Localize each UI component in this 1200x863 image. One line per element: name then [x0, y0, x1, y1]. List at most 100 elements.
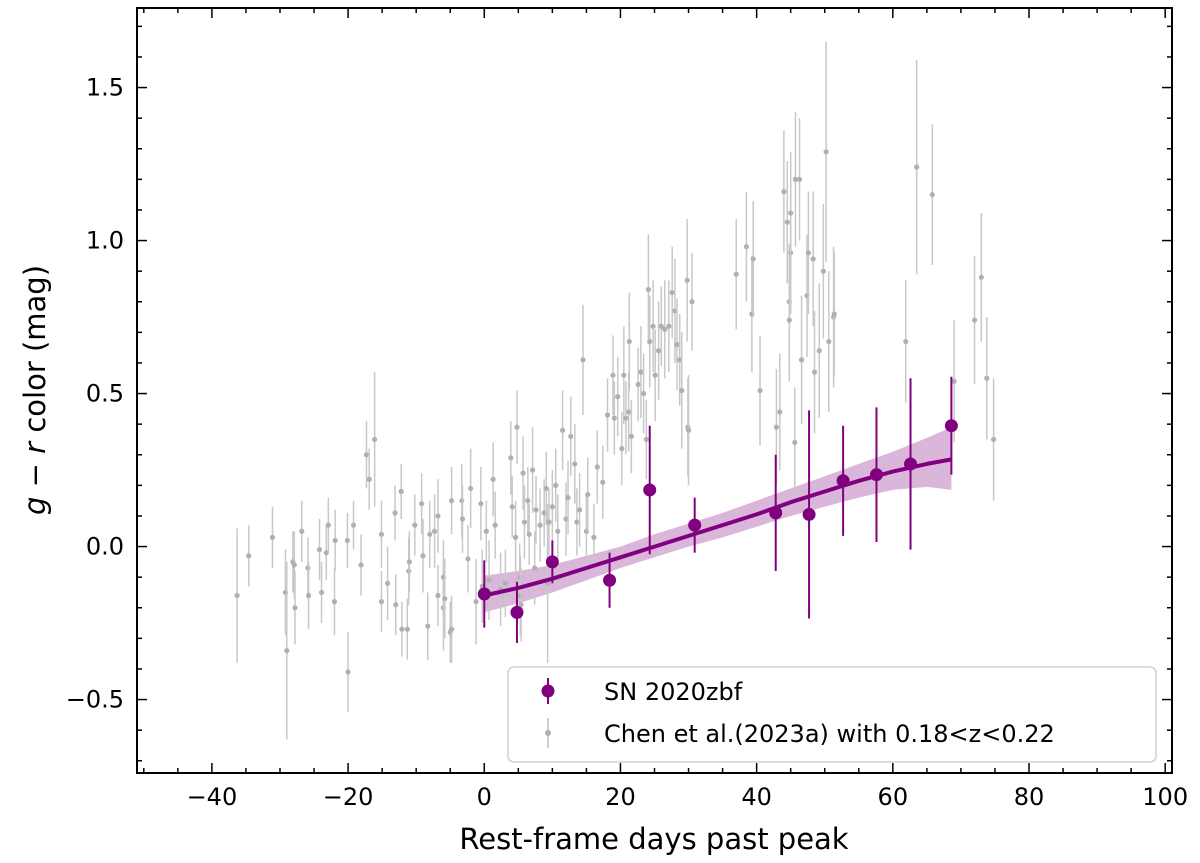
reference-marker	[750, 256, 756, 262]
reference-marker	[685, 427, 692, 433]
reference-marker	[412, 522, 418, 528]
reference-data-point	[777, 353, 783, 471]
reference-data-point	[325, 497, 331, 553]
reference-data-point	[435, 564, 441, 627]
reference-marker	[332, 537, 338, 544]
reference-data-point	[425, 592, 431, 660]
reference-marker	[733, 271, 739, 277]
reference-data-point	[406, 531, 412, 593]
reference-marker	[525, 498, 531, 504]
sn-2020zbf-marker	[836, 474, 850, 488]
reference-marker	[269, 534, 276, 540]
reference-marker	[684, 277, 690, 283]
reference-data-point	[358, 534, 364, 596]
reference-marker	[903, 338, 909, 345]
reference-data-point	[585, 457, 591, 532]
sn-2020zbf-marker	[769, 506, 783, 520]
reference-data-point	[826, 271, 832, 412]
x-tick-label: 20	[605, 783, 636, 811]
reference-marker	[549, 504, 555, 510]
sn-2020zbf-data-point	[802, 410, 816, 619]
sn-2020zbf-data-point	[869, 407, 883, 542]
y-tick-label: −0.5	[66, 686, 124, 714]
reference-marker	[621, 372, 627, 378]
reference-marker	[576, 507, 583, 513]
reference-marker	[655, 348, 662, 354]
reference-data-point	[798, 295, 805, 425]
reference-marker	[406, 559, 412, 565]
reference-data-point	[509, 476, 515, 538]
reference-data-point	[786, 258, 792, 382]
reference-data-point	[594, 430, 600, 504]
reference-data-point	[621, 326, 627, 425]
reference-marker	[604, 412, 611, 418]
reference-data-point	[420, 519, 426, 593]
reference-data-point	[666, 280, 672, 373]
reference-marker	[399, 626, 405, 632]
reference-data-point	[788, 151, 794, 275]
x-tick-label: 0	[477, 783, 492, 811]
reference-marker	[509, 504, 515, 510]
reference-marker	[619, 446, 625, 452]
legend-ref-label: Chen et al.(2023a) with 0.18<z<0.22	[604, 720, 1055, 748]
reference-marker	[465, 556, 471, 562]
reference-marker	[521, 519, 528, 525]
reference-marker	[971, 317, 978, 323]
reference-marker	[591, 534, 597, 540]
reference-marker	[318, 589, 325, 596]
reference-marker	[781, 189, 787, 195]
reference-data-point	[404, 598, 410, 660]
reference-data-point	[576, 473, 583, 547]
reference-data-point	[604, 378, 611, 452]
sn-2020zbf-data-point	[944, 376, 958, 475]
reference-data-point	[291, 531, 297, 599]
sn-2020zbf-data-point	[836, 425, 850, 536]
reference-data-point	[512, 500, 519, 575]
reference-marker	[679, 387, 685, 394]
reference-data-point	[393, 574, 399, 636]
y-axis-label-var2: r	[18, 440, 52, 454]
reference-marker	[478, 501, 484, 507]
reference-marker	[635, 381, 641, 387]
reference-data-point	[572, 424, 578, 504]
sn-2020zbf-marker	[688, 518, 702, 532]
reference-marker	[984, 375, 990, 381]
reference-marker	[435, 513, 441, 519]
reference-marker	[826, 338, 832, 345]
reference-data-point	[318, 561, 325, 624]
reference-marker	[305, 592, 312, 599]
reference-marker	[384, 580, 391, 586]
reference-marker	[345, 669, 351, 675]
reference-data-point	[332, 509, 338, 572]
sn-2020zbf-marker	[603, 573, 617, 587]
reference-marker	[520, 470, 526, 476]
reference-marker	[652, 372, 658, 378]
reference-marker	[773, 424, 779, 430]
reference-marker	[585, 491, 591, 498]
reference-marker	[512, 534, 519, 540]
plot-frame	[136, 7, 1173, 774]
reference-marker	[600, 479, 606, 485]
legend-box	[507, 666, 1157, 763]
reference-data-point	[823, 41, 829, 262]
reference-marker	[537, 522, 543, 528]
reference-marker	[572, 461, 578, 467]
reference-data-point	[655, 301, 662, 400]
reference-data-point	[565, 460, 571, 535]
reference-marker	[366, 476, 372, 482]
reference-marker	[546, 519, 552, 525]
reference-marker	[792, 176, 799, 182]
y-tick-label: 0.5	[86, 380, 124, 408]
reference-marker	[526, 531, 532, 537]
reference-data-point	[305, 561, 312, 630]
reference-marker	[435, 592, 441, 599]
reference-data-point	[514, 390, 520, 464]
reference-marker	[284, 648, 290, 654]
reference-marker	[689, 299, 695, 305]
reference-marker	[448, 626, 455, 632]
reference-data-point	[903, 280, 909, 403]
reference-data-point	[431, 494, 438, 568]
sn-2020zbf-marker	[944, 419, 958, 433]
reference-marker	[459, 516, 466, 522]
